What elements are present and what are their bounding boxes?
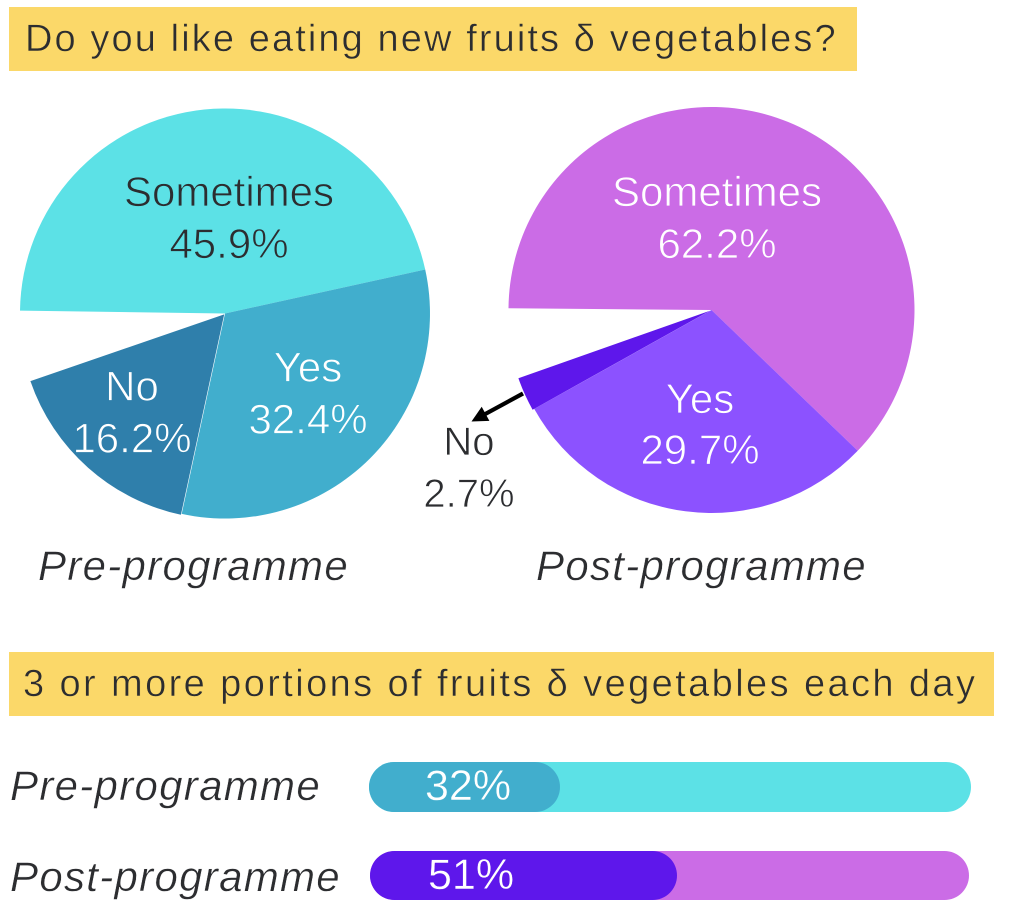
svg-text:45.9%: 45.9% — [169, 220, 288, 267]
svg-text:29.7%: 29.7% — [640, 426, 759, 473]
svg-text:Yes: Yes — [274, 344, 343, 391]
svg-text:16.2%: 16.2% — [72, 415, 191, 462]
svg-text:32.4%: 32.4% — [248, 396, 367, 443]
svg-text:No: No — [105, 363, 159, 410]
svg-text:2.7%: 2.7% — [423, 472, 514, 516]
svg-text:No: No — [443, 420, 494, 464]
svg-text:62.2%: 62.2% — [657, 220, 776, 267]
svg-text:Sometimes: Sometimes — [124, 168, 334, 215]
svg-text:Sometimes: Sometimes — [612, 168, 822, 215]
svg-text:Yes: Yes — [666, 375, 735, 422]
